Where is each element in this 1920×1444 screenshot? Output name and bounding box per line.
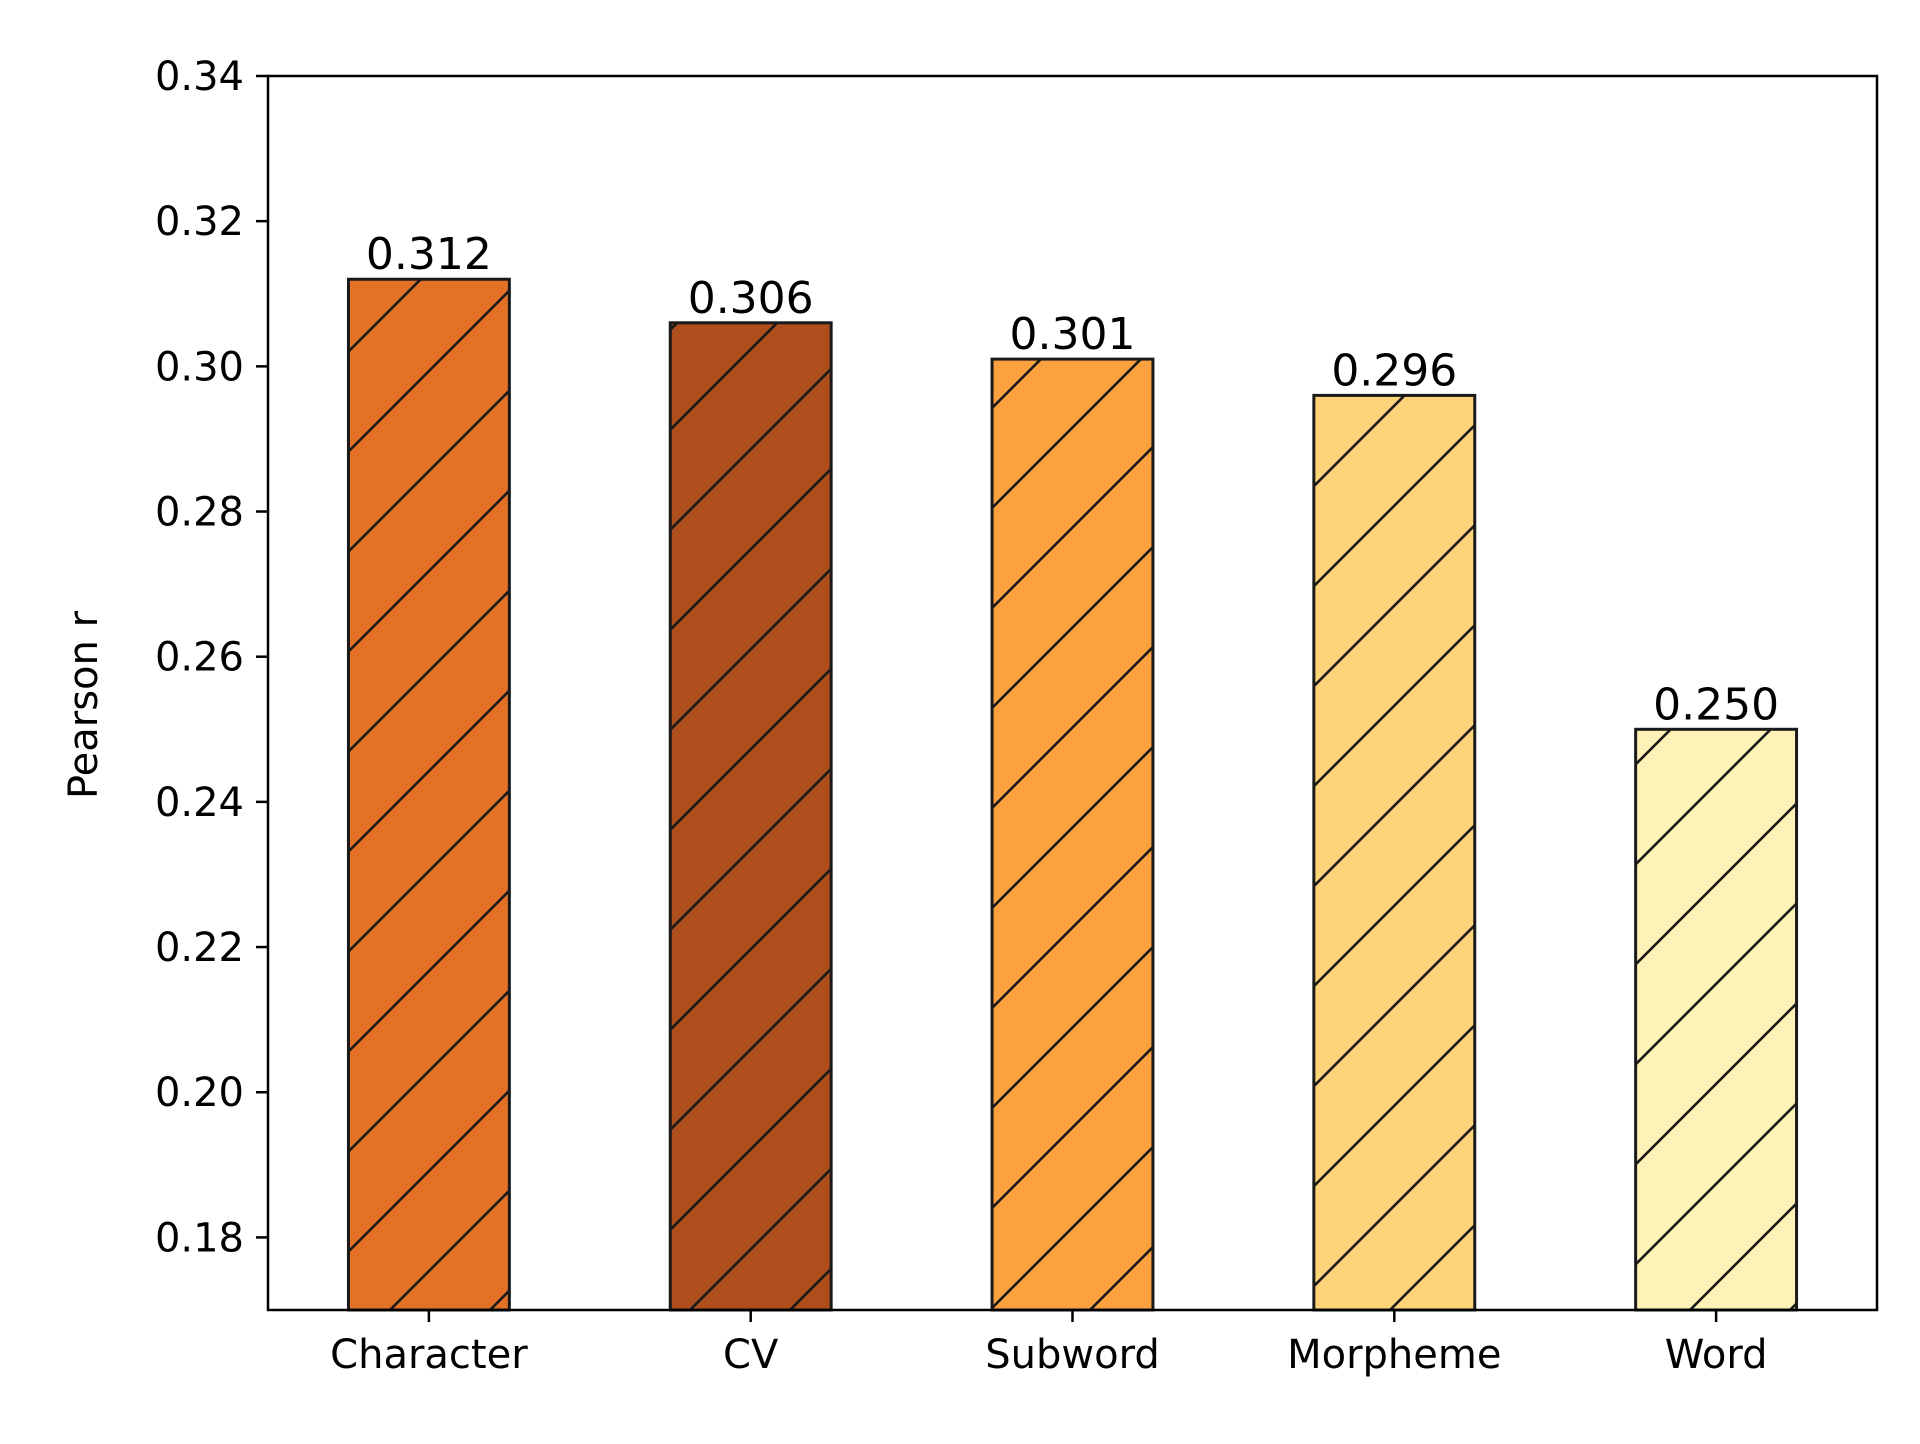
bar-character	[346, 277, 511, 1312]
bar-morpheme	[1312, 393, 1477, 1312]
y-tick-label: 0.32	[155, 199, 244, 245]
value-labels-layer: 0.312 0.306 0.301 0.296 0.250	[366, 229, 1779, 730]
value-label-subword: 0.301	[1010, 309, 1136, 360]
value-label-word: 0.250	[1653, 679, 1779, 730]
y-tick-label: 0.22	[155, 925, 244, 971]
value-label-character: 0.312	[366, 229, 492, 280]
y-axis-title: Pearson r	[61, 610, 107, 799]
y-tick-label: 0.28	[155, 490, 244, 536]
value-label-cv: 0.306	[688, 273, 814, 324]
x-tick-label-cv: CV	[723, 1332, 779, 1378]
y-tick-label: 0.20	[155, 1070, 244, 1116]
y-tick-label: 0.26	[155, 635, 244, 681]
bar-subword	[990, 357, 1155, 1312]
y-tick-label: 0.34	[155, 54, 244, 100]
bar-cv	[668, 321, 833, 1312]
bars-layer	[346, 277, 1799, 1312]
x-tick-label-subword: Subword	[985, 1332, 1159, 1378]
x-tick-label-word: Word	[1665, 1332, 1768, 1378]
y-tick-label: 0.24	[155, 780, 244, 826]
axes-layer: 0.18 0.20 0.22 0.24 0.26 0.28 0.30 0.32 0.34 Char…	[155, 54, 1879, 1378]
bar-word	[1634, 727, 1799, 1312]
value-label-morpheme: 0.296	[1331, 345, 1457, 396]
y-tick-label: 0.30	[155, 344, 244, 390]
x-tick-label-morpheme: Morpheme	[1287, 1332, 1501, 1378]
x-tick-label-character: Character	[330, 1332, 528, 1378]
y-tick-label: 0.18	[155, 1215, 244, 1261]
